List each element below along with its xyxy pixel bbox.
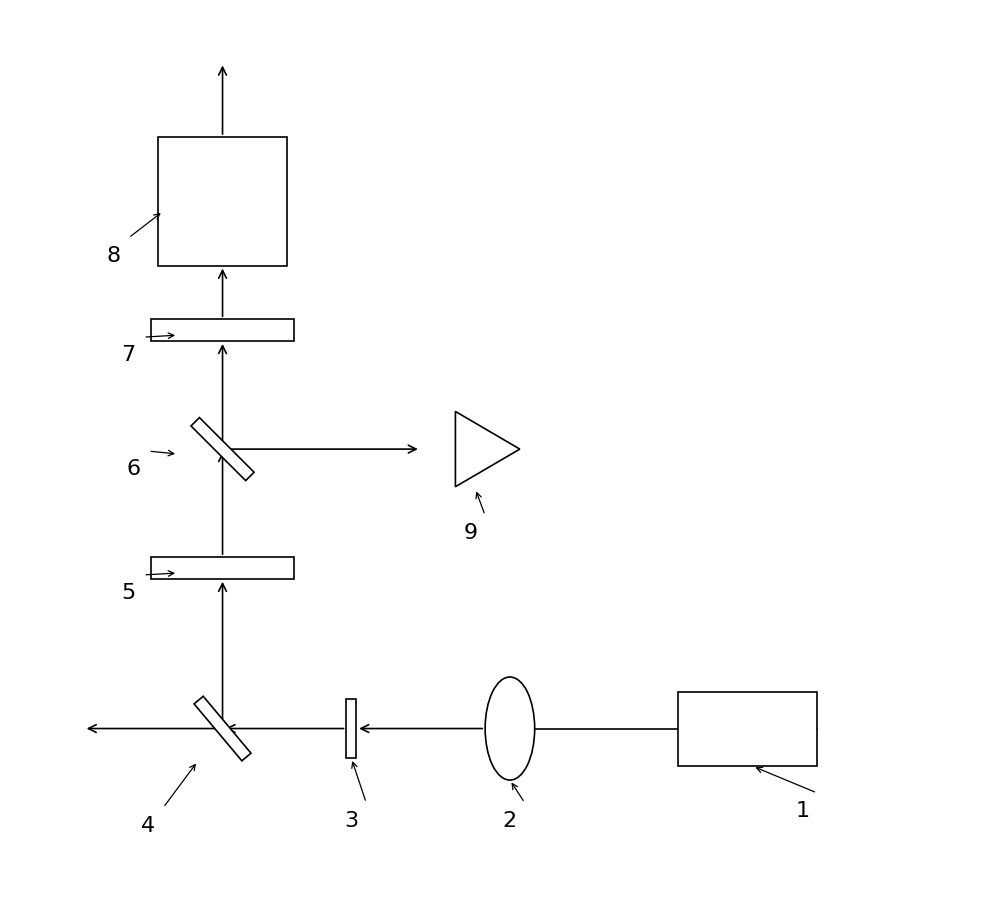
Text: 4: 4 [141, 816, 155, 835]
Text: 7: 7 [121, 345, 135, 365]
Text: 9: 9 [463, 523, 477, 543]
Bar [151, 557, 294, 579]
Ellipse shape [485, 677, 535, 780]
Bar [678, 692, 817, 766]
Bar [194, 697, 251, 761]
Bar [346, 698, 356, 758]
Text: 2: 2 [503, 811, 517, 831]
Bar [151, 319, 294, 341]
Polygon shape [455, 412, 520, 487]
Text: 8: 8 [106, 246, 121, 266]
Text: 1: 1 [795, 800, 809, 821]
Text: 6: 6 [126, 459, 140, 479]
Bar [191, 417, 254, 481]
Bar [158, 137, 287, 266]
Text: 5: 5 [121, 583, 136, 603]
Text: 3: 3 [344, 811, 358, 831]
